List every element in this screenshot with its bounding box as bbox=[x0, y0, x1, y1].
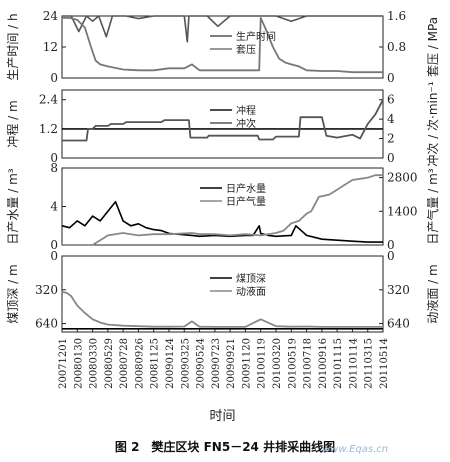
left-tick-label: 320 bbox=[35, 283, 58, 297]
x-tick-label: 20080529 bbox=[104, 338, 115, 389]
x-tick-label: 20080926 bbox=[134, 338, 145, 389]
x-tick-label: 20080728 bbox=[119, 338, 130, 389]
series-line-1 bbox=[61, 200, 383, 243]
left-axis-label: 煤顶深 / m bbox=[6, 264, 20, 323]
panel-frame bbox=[61, 167, 384, 246]
x-tick-label: 20091120 bbox=[241, 338, 252, 389]
right-tick-label: 6 bbox=[387, 93, 395, 107]
right-tick-label: 0 bbox=[387, 71, 395, 85]
right-tick-label: 2 bbox=[387, 132, 395, 146]
legend-label: 套压 bbox=[236, 43, 256, 56]
right-tick-label: 0 bbox=[387, 249, 395, 263]
right-axis-label: 日产气量 / m³ bbox=[425, 168, 440, 244]
x-tick-label: 20100519 bbox=[287, 338, 298, 389]
left-axis-label: 日产水量 / m³ bbox=[6, 168, 20, 244]
right-axis-label: 套压 / MPa bbox=[426, 17, 440, 77]
legend-label: 冲次 bbox=[236, 117, 256, 130]
x-axis-label: 时间 bbox=[209, 409, 235, 424]
left-tick-label: 0 bbox=[50, 249, 58, 263]
x-tick-label: 20100718 bbox=[303, 338, 314, 389]
left-tick-label: 2.4 bbox=[39, 93, 58, 107]
legend-label: 煤顶深 bbox=[236, 272, 266, 285]
x-tick-label: 20110514 bbox=[379, 338, 390, 389]
left-tick-label: 1.2 bbox=[39, 122, 58, 136]
legend-label: 日产气量 bbox=[226, 195, 266, 208]
right-axis-label: 动液面 / m bbox=[425, 264, 440, 323]
right-tick-label: 0 bbox=[387, 238, 395, 252]
legend-label: 冲程 bbox=[236, 104, 256, 117]
x-tick-label: 20100119 bbox=[257, 338, 268, 389]
right-axis-label: 冲次 / 次·min⁻¹ bbox=[425, 81, 440, 166]
left-tick-label: 640 bbox=[35, 317, 58, 331]
x-tick-label: 20090524 bbox=[196, 338, 207, 389]
x-tick-label: 20090921 bbox=[226, 338, 237, 389]
series-line-2 bbox=[62, 174, 383, 246]
right-tick-label: 640 bbox=[387, 317, 410, 331]
x-tick-label: 20090124 bbox=[165, 338, 176, 389]
right-tick-label: 1400 bbox=[387, 204, 418, 218]
right-tick-label: 0 bbox=[387, 151, 395, 165]
right-tick-label: 0.8 bbox=[387, 40, 406, 54]
x-tick-label: 20090723 bbox=[211, 338, 222, 389]
left-tick-label: 8 bbox=[50, 161, 58, 175]
legend-label: 日产水量 bbox=[226, 182, 266, 195]
x-tick-label: 20110114 bbox=[348, 338, 359, 389]
x-tick-label: 20100320 bbox=[272, 338, 283, 389]
x-tick-label: 20080330 bbox=[89, 338, 100, 389]
panel-frame bbox=[61, 89, 384, 159]
left-tick-label: 24 bbox=[43, 9, 59, 23]
legend-label: 生产时间 bbox=[236, 30, 276, 43]
x-tick-label: 20100916 bbox=[318, 338, 329, 389]
left-tick-label: 0 bbox=[50, 151, 58, 165]
x-tick-label: 20090325 bbox=[180, 338, 191, 389]
x-tick-label: 20101115 bbox=[333, 338, 344, 389]
left-tick-label: 4 bbox=[50, 200, 58, 214]
x-tick-label: 20080130 bbox=[73, 338, 84, 389]
series-line-2 bbox=[62, 99, 384, 142]
right-tick-label: 4 bbox=[387, 112, 395, 126]
series-line-1 bbox=[62, 15, 383, 43]
figure-caption: 图 2 樊庄区块 FN5－24 井排采曲线图 bbox=[114, 440, 336, 454]
left-axis-label: 冲程 / m bbox=[5, 100, 20, 147]
left-tick-label: 12 bbox=[43, 40, 58, 54]
x-tick-label: 20071201 bbox=[58, 338, 69, 389]
right-tick-label: 2800 bbox=[387, 171, 418, 185]
series-line-2 bbox=[61, 291, 383, 328]
right-tick-label: 1.6 bbox=[387, 9, 406, 23]
right-tick-label: 320 bbox=[387, 283, 410, 297]
legend-label: 动液面 bbox=[236, 285, 266, 298]
panel-frame bbox=[61, 255, 384, 333]
watermark: www.Eqas.cn bbox=[322, 444, 389, 455]
left-axis-label: 生产时间 / h bbox=[6, 13, 20, 80]
left-tick-label: 0 bbox=[50, 71, 58, 85]
x-tick-label: 20110315 bbox=[364, 338, 375, 389]
series-line-2 bbox=[62, 16, 383, 74]
left-tick-label: 0 bbox=[50, 238, 58, 252]
x-tick-label: 20081125 bbox=[150, 338, 161, 389]
